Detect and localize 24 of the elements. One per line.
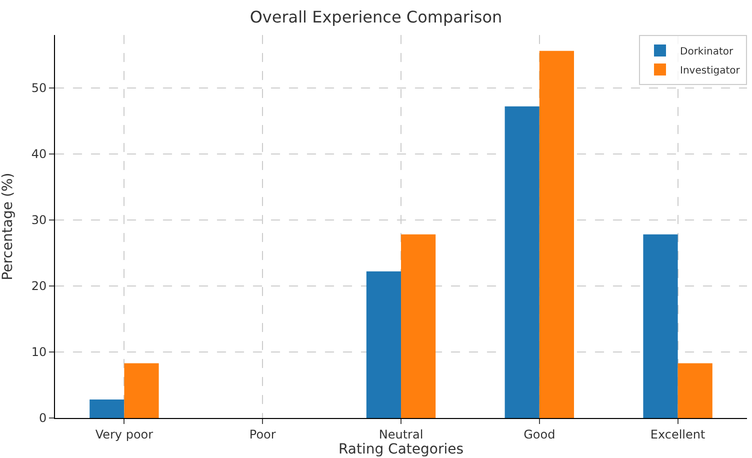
x-tick-label: Neutral xyxy=(378,427,424,442)
y-axis-title: Percentage (%) xyxy=(0,172,16,280)
y-tick-label: 0 xyxy=(38,411,47,426)
x-tick-label: Excellent xyxy=(650,427,706,442)
legend-label: Dorkinator xyxy=(680,46,734,58)
chart-title: Overall Experience Comparison xyxy=(250,8,502,27)
x-tick-label: Poor xyxy=(249,427,276,442)
bar xyxy=(366,271,401,418)
y-tick-label: 40 xyxy=(31,147,47,162)
y-tick-label: 20 xyxy=(31,279,47,294)
bar xyxy=(504,106,540,418)
bar xyxy=(90,400,124,418)
bar xyxy=(401,234,436,418)
x-tick-label: Very poor xyxy=(95,427,154,442)
x-axis-title: Rating Categories xyxy=(338,441,464,458)
legend-label: Investigator xyxy=(680,65,741,76)
y-tick-label: 30 xyxy=(31,213,47,228)
y-tick-label: 10 xyxy=(31,345,47,360)
bar xyxy=(124,363,159,418)
y-tick-label: 50 xyxy=(31,81,47,96)
bar xyxy=(643,234,678,418)
bar xyxy=(678,363,712,418)
bar xyxy=(539,50,574,418)
x-tick-label: Good xyxy=(524,427,556,442)
